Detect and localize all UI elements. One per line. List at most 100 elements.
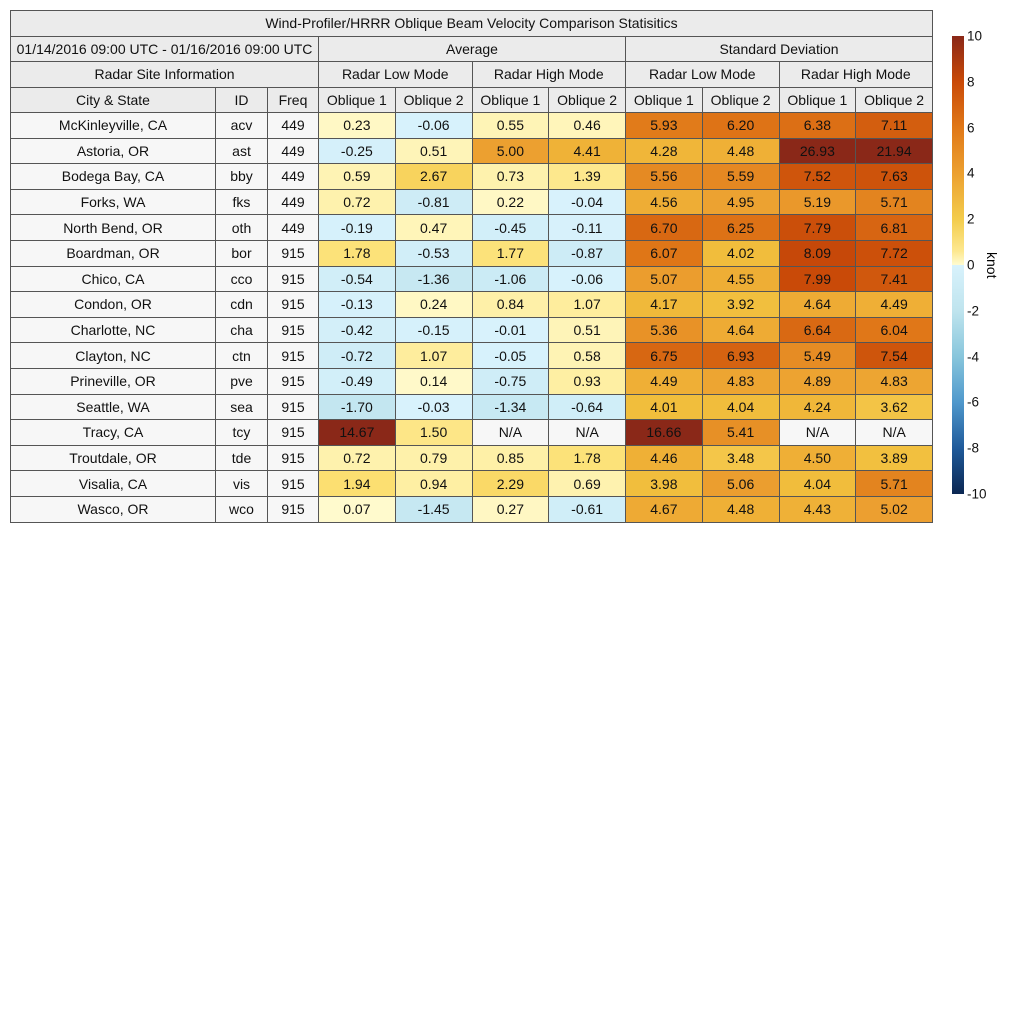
table-row: Chico, CA cco 915 -0.54 -1.36 -1.06 -0.06 5.07 4… [10, 265, 933, 293]
value-cell: -1.34 [471, 393, 550, 421]
id-cell: fks [215, 188, 268, 216]
table-row: Wasco, OR wco 915 0.07 -1.45 0.27 -0.61 4.67 4.4… [10, 495, 933, 523]
colorbar [952, 36, 964, 494]
value-cell: 6.64 [778, 316, 857, 344]
date-range: 01/14/2016 09:00 UTC - 01/16/2016 09:00 … [10, 35, 319, 62]
freq-cell: 449 [267, 188, 319, 216]
colorbar-tick: -10 [967, 486, 987, 502]
value-cell: 4.04 [778, 470, 857, 497]
value-cell: 14.67 [318, 419, 396, 446]
value-cell: 0.93 [548, 367, 626, 395]
column-header: Oblique 1 [471, 86, 550, 113]
value-cell: 5.59 [701, 163, 780, 190]
id-cell: oth [215, 214, 268, 241]
value-cell: -1.06 [471, 265, 550, 293]
city-cell: Forks, WA [10, 188, 216, 216]
freq-cell: 449 [267, 137, 319, 165]
id-cell: acv [215, 112, 268, 139]
table-row: Forks, WA fks 449 0.72 -0.81 0.22 -0.04 4.56 4.9… [10, 188, 933, 216]
table-row: Seattle, WA sea 915 -1.70 -0.03 -1.34 -0.64 4.0… [10, 393, 933, 421]
value-cell: 1.07 [548, 291, 626, 318]
colorbar-tick: 2 [967, 211, 975, 227]
value-cell: -0.13 [318, 291, 396, 318]
value-cell: 8.09 [778, 239, 857, 267]
value-cell: -0.75 [471, 367, 550, 395]
colorbar-tick: 8 [967, 74, 975, 90]
value-cell: 0.73 [471, 163, 550, 190]
id-cell: cha [215, 316, 268, 344]
value-cell: 4.02 [701, 239, 780, 267]
value-cell: 5.02 [855, 495, 933, 523]
value-cell: 3.62 [855, 393, 933, 421]
id-cell: tcy [215, 419, 268, 446]
value-cell: 7.52 [778, 163, 857, 190]
freq-cell: 449 [267, 112, 319, 139]
colorbar-tick: 4 [967, 165, 975, 181]
value-cell: 3.92 [701, 291, 780, 318]
value-cell: 1.78 [318, 239, 396, 267]
value-cell: N/A [778, 419, 857, 446]
value-cell: 4.55 [701, 265, 780, 293]
value-cell: 6.81 [855, 214, 933, 241]
value-cell: -0.53 [394, 239, 473, 267]
value-cell: -0.45 [471, 214, 550, 241]
value-cell: 0.24 [394, 291, 473, 318]
value-cell: 5.71 [855, 188, 933, 216]
value-cell: 0.59 [318, 163, 396, 190]
value-cell: 0.94 [394, 470, 473, 497]
value-cell: 0.07 [318, 495, 396, 523]
table-row: Prineville, OR pve 915 -0.49 0.14 -0.75 0.93 4.… [10, 367, 933, 395]
city-cell: Clayton, NC [10, 342, 216, 369]
value-cell: -0.15 [394, 316, 473, 344]
value-cell: N/A [855, 419, 933, 446]
city-cell: Condon, OR [10, 291, 216, 318]
id-cell: cdn [215, 291, 268, 318]
value-cell: 0.46 [548, 112, 626, 139]
value-cell: 5.93 [625, 112, 703, 139]
value-cell: -0.81 [394, 188, 473, 216]
freq-cell: 915 [267, 342, 319, 369]
freq-cell: 915 [267, 419, 319, 446]
value-cell: 7.72 [855, 239, 933, 267]
table-row: Condon, OR cdn 915 -0.13 0.24 0.84 1.07 4.17 3.9… [10, 291, 933, 318]
value-cell: 0.14 [394, 367, 473, 395]
table-row: Clayton, NC ctn 915 -0.72 1.07 -0.05 0.58 6.75 6… [10, 342, 933, 369]
value-cell: 4.67 [625, 495, 703, 523]
value-cell: 5.41 [701, 419, 780, 446]
value-cell: 4.01 [625, 393, 703, 421]
value-cell: 4.17 [625, 291, 703, 318]
value-cell: 1.39 [548, 163, 626, 190]
table-row: North Bend, OR oth 449 -0.19 0.47 -0.45 -0.11 6… [10, 214, 933, 241]
value-cell: N/A [548, 419, 626, 446]
site-info-header: Radar Site Information [10, 61, 319, 88]
value-cell: 6.93 [701, 342, 780, 369]
comparison-table: Wind-Profiler/HRRR Oblique Beam Velocity… [10, 10, 933, 523]
table-row: McKinleyville, CA acv 449 0.23 -0.06 0.55 0.46… [10, 112, 933, 139]
value-cell: 4.43 [778, 495, 857, 523]
value-cell: 3.48 [701, 444, 780, 472]
value-cell: 4.89 [778, 367, 857, 395]
mode-header: Radar High Mode [471, 61, 626, 88]
value-cell: 4.49 [625, 367, 703, 395]
value-cell: 0.51 [548, 316, 626, 344]
freq-cell: 449 [267, 163, 319, 190]
value-cell: 0.69 [548, 470, 626, 497]
column-header: City & State [10, 86, 216, 113]
value-cell: 0.22 [471, 188, 550, 216]
value-cell: 4.49 [855, 291, 933, 318]
value-cell: 5.19 [778, 188, 857, 216]
colorbar-tick: -6 [967, 394, 980, 410]
value-cell: -0.11 [548, 214, 626, 241]
value-cell: 6.38 [778, 112, 857, 139]
value-cell: 4.24 [778, 393, 857, 421]
column-header: Oblique 1 [625, 86, 703, 113]
freq-cell: 915 [267, 470, 319, 497]
column-header: Oblique 1 [778, 86, 857, 113]
value-cell: 4.46 [625, 444, 703, 472]
value-cell: 0.79 [394, 444, 473, 472]
colorbar-tick: 6 [967, 120, 975, 136]
value-cell: 5.00 [471, 137, 550, 165]
city-cell: Bodega Bay, CA [10, 163, 216, 190]
value-cell: 5.06 [701, 470, 780, 497]
value-cell: N/A [471, 419, 550, 446]
